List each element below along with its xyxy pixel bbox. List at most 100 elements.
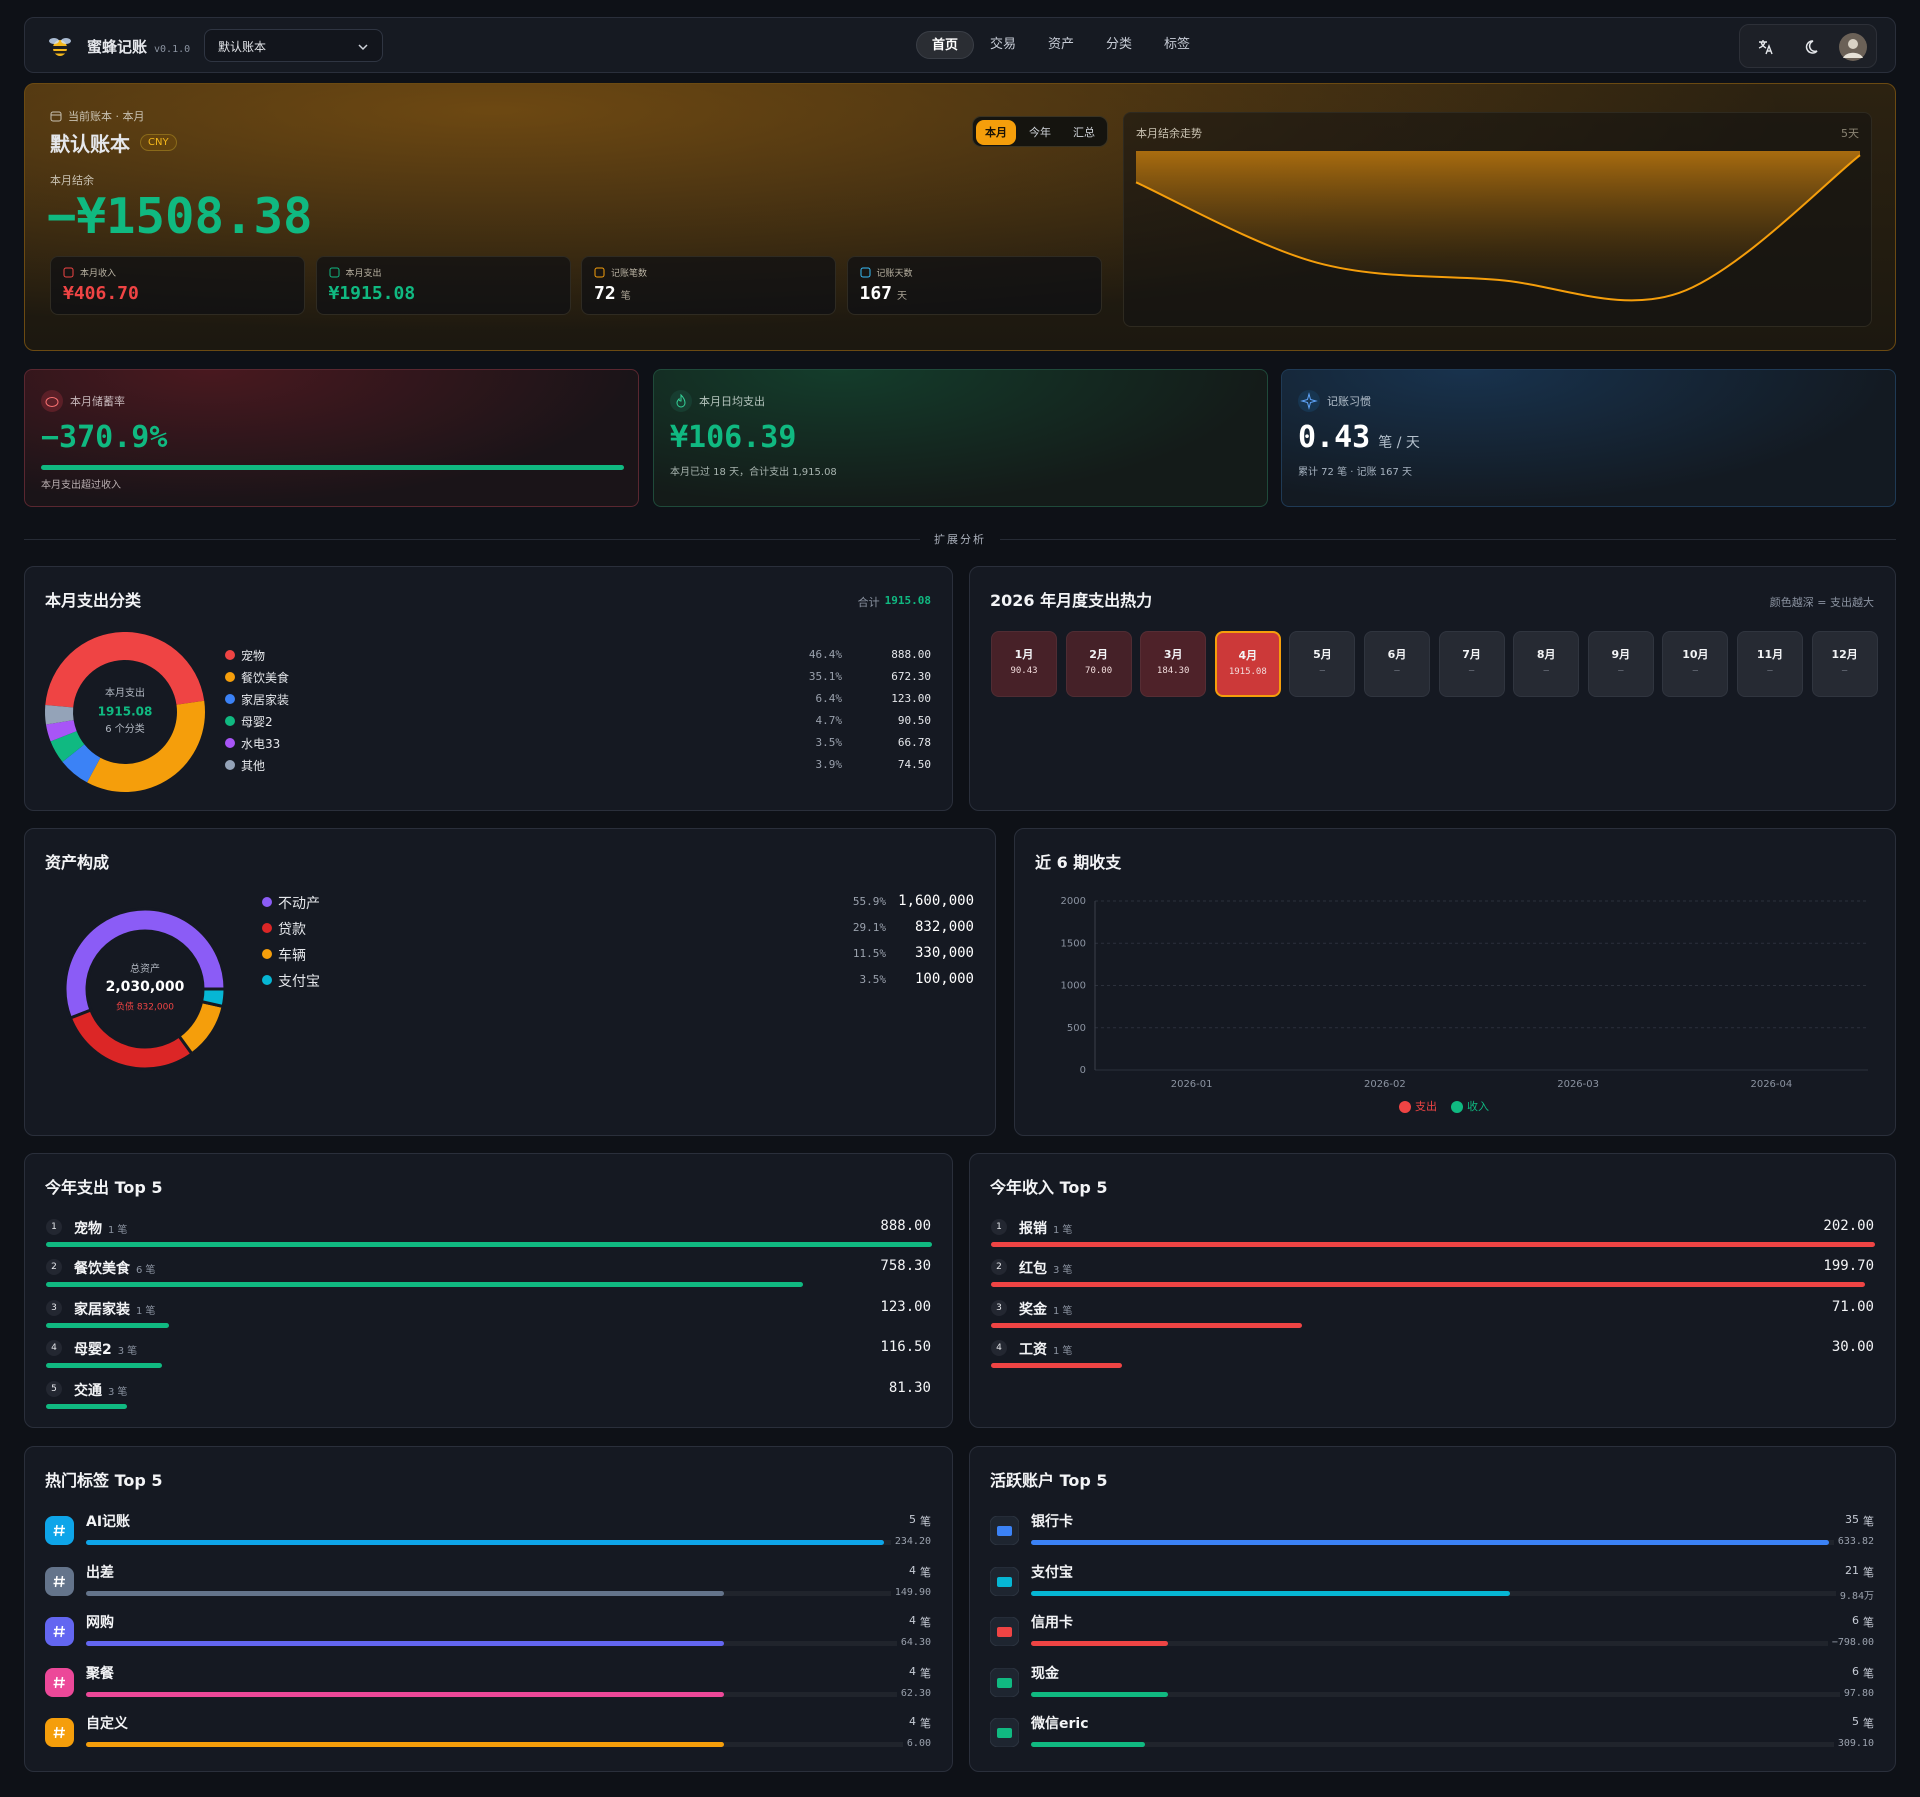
item-name: 报销 <box>1019 1221 1047 1237</box>
item-head: 工资 1 笔 <box>1019 1339 1072 1359</box>
bar <box>46 1322 169 1328</box>
avatar[interactable] <box>1838 32 1868 62</box>
brand: 蜜蜂记账 v0.1.0 <box>87 36 190 57</box>
item-count-unit: 笔 <box>127 1346 138 1358</box>
panel-title: 2026 年月度支出热力 <box>990 591 1153 610</box>
period-button[interactable]: 今年 <box>1029 126 1051 139</box>
nav-item[interactable]: 交易 <box>989 37 1016 52</box>
item-amount: 758.30 <box>880 1258 931 1275</box>
item-count: 3 <box>1053 1265 1060 1277</box>
item-icon <box>45 1516 74 1545</box>
icon-shape <box>63 267 74 278</box>
icon-glyph <box>997 1728 1012 1738</box>
heat-month: 12月 <box>1831 648 1858 661</box>
stat-box: 记账笔数 72 笔 <box>581 256 836 315</box>
heat-value: – <box>1767 666 1773 676</box>
item-name: 家居家装 <box>74 1301 130 1318</box>
heat-month: 3月 <box>1163 648 1183 661</box>
donut-slice <box>199 987 227 1009</box>
donut-slice <box>87 700 205 792</box>
count-unit: 笔 <box>1863 1515 1874 1528</box>
item-name: 工资 <box>1019 1342 1047 1359</box>
legend-dot <box>225 650 235 660</box>
legend-value: 672.30 <box>891 669 931 683</box>
bar <box>86 1691 725 1697</box>
expense-top-panel: 今年支出 Top 5 1 宠物 1 笔 888.00 2 餐饮美食 6 笔 758.30 3 家居家装… <box>24 1153 953 1428</box>
heat-value: 70.00 <box>1085 666 1113 676</box>
bar <box>1031 1590 1510 1596</box>
nav-item[interactable]: 资产 <box>1047 37 1074 52</box>
y-tick-label: 0 <box>1080 1065 1086 1076</box>
item-count-unit: 笔 <box>1062 1305 1073 1317</box>
period-button[interactable]: 汇总 <box>1073 126 1095 139</box>
count-value: 21 <box>1845 1563 1859 1577</box>
item-count-unit: 笔 <box>145 1305 156 1317</box>
logo-icon <box>49 38 71 56</box>
item-count: 3 <box>108 1386 115 1398</box>
book-select[interactable]: 默认账本 <box>204 29 383 62</box>
legend-percent: 11.5% <box>852 947 886 960</box>
brand-name: 蜜蜂记账 <box>87 38 148 56</box>
piggy-icon <box>41 390 63 412</box>
bar <box>46 1403 128 1409</box>
card-daily: 本月日均支出 ¥106.39 本月已过 18 天，合计支出 1,915.08 <box>653 369 1268 507</box>
top-bar: 蜜蜂记账 v0.1.0 默认账本 首页 交易 资产 分类 标签 <box>24 17 1896 73</box>
item-name: 自定义 <box>86 1716 128 1732</box>
item-count-unit: 笔 <box>117 1386 128 1398</box>
icon-bg <box>45 1516 74 1545</box>
nav-item[interactable]: 标签 <box>1163 37 1190 52</box>
bar <box>46 1282 803 1288</box>
heat-cell: 10月 – <box>1662 631 1729 697</box>
hero-book: 默认账本 CNY <box>50 128 177 157</box>
stat-icon <box>860 267 870 278</box>
legend-name: 餐饮美食 <box>241 671 290 686</box>
item-amount: 633.82 <box>1833 1536 1874 1547</box>
nav-item[interactable]: 首页 <box>916 31 974 59</box>
heat-cell: 12月 – <box>1811 631 1878 697</box>
icon-bg <box>45 1718 74 1747</box>
nav: 首页 交易 资产 分类 标签 <box>916 31 1206 59</box>
chevron-icon <box>358 44 368 51</box>
x-tick-label: 2026-01 <box>1171 1079 1213 1090</box>
legend-value: 66.78 <box>897 735 931 749</box>
rank-badge: 4 <box>46 1340 62 1357</box>
theme-button[interactable] <box>1801 38 1819 56</box>
donut-slice <box>68 1008 195 1071</box>
nav-item[interactable]: 分类 <box>1105 37 1132 52</box>
rank-badge: 4 <box>991 1340 1007 1357</box>
legend-name: 母婴2 <box>241 715 273 730</box>
legend-dot <box>225 716 235 726</box>
stat-label: 记账笔数 <box>611 269 648 279</box>
heat-value: – <box>1692 666 1699 676</box>
legend-label: 支出 <box>1415 1099 1437 1113</box>
bar <box>991 1363 1123 1369</box>
bar <box>1031 1641 1168 1646</box>
period-button[interactable]: 本月 <box>976 120 1016 145</box>
card-unit: 笔 / 天 <box>1378 435 1420 451</box>
legend-name: 其他 <box>241 759 266 774</box>
trend-subtitle: 5天 <box>1841 127 1859 140</box>
count-value: 5 <box>1852 1715 1859 1728</box>
x-tick-label: 2026-04 <box>1750 1079 1792 1090</box>
icon-glyph <box>997 1627 1012 1637</box>
legend-percent: 3.5% <box>815 736 843 749</box>
heat-cell: 1月 90.43 <box>991 631 1057 697</box>
translate-button[interactable] <box>1757 38 1775 56</box>
heat-value: – <box>1543 666 1549 676</box>
card-value: ¥106.39 <box>670 420 797 455</box>
stat-label: 本月支出 <box>345 269 382 279</box>
item-amount: 202.00 <box>1823 1218 1874 1234</box>
item-count-unit: 笔 <box>1062 1265 1073 1277</box>
icon-bg <box>45 1667 74 1697</box>
item-amount: 199.70 <box>1823 1258 1874 1275</box>
item-icon <box>990 1718 1019 1747</box>
legend-percent: 4.7% <box>815 714 843 727</box>
divider-label: 扩展分析 <box>920 531 1000 547</box>
icon-shape <box>594 267 605 278</box>
heat-month: 7月 <box>1462 648 1481 661</box>
legend-dot <box>262 949 272 959</box>
trend-chart <box>1135 151 1861 302</box>
